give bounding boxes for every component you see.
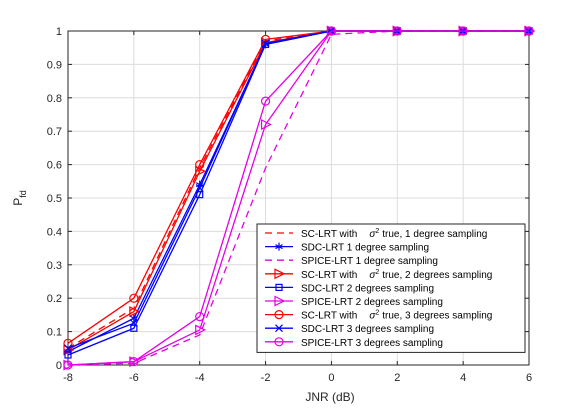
data-point xyxy=(130,324,138,332)
x-tick-label: 0 xyxy=(328,372,334,384)
data-point xyxy=(260,119,272,130)
legend-entry: SPICE-LRT 3 degrees sampling xyxy=(265,337,443,349)
y-tick-label: 0.6 xyxy=(47,160,62,172)
x-tick-label: 4 xyxy=(460,372,466,384)
series-line xyxy=(67,30,529,349)
series-3 xyxy=(67,30,529,366)
x-axis-label: JNR (dB) xyxy=(305,390,354,404)
tick-labels: -8 -6 -4 -2 0 2 4 6 0 0.1 0.2 0.3 0.4 0.5 0.6 0.7 0.8 0.9… xyxy=(47,26,532,384)
legend-label: SPICE-LRT 1 degree sampling xyxy=(301,256,438,267)
legend-marker xyxy=(274,310,284,320)
series-layer xyxy=(63,25,536,371)
svg-text:Pfd: Pfd xyxy=(11,190,28,206)
legend-label: SDC-LRT 1 degree sampling xyxy=(301,243,429,254)
y-tick-label: 0.1 xyxy=(47,327,62,339)
y-tick-label: 1 xyxy=(56,26,62,38)
legend-entry: SPICE-LRT 1 degree sampling xyxy=(265,256,438,267)
series-line xyxy=(67,30,529,366)
data-point xyxy=(260,37,272,49)
data-point xyxy=(129,293,139,303)
data-point xyxy=(195,311,205,322)
x-tick-label: -4 xyxy=(195,372,205,384)
data-point xyxy=(129,357,139,367)
legend-label: SDC-LRT 2 degrees sampling xyxy=(301,283,434,294)
data-point xyxy=(129,319,138,328)
legend-marker xyxy=(274,295,286,307)
legend-label: SPICE-LRT 3 degrees sampling xyxy=(301,338,443,349)
y-axis-label-main: P xyxy=(11,198,25,206)
legend-box xyxy=(256,223,526,353)
legend-label: SC-LRT with σ2 true, 1 degree sampling xyxy=(301,228,487,240)
legend-marker xyxy=(275,283,283,291)
x-tick-label: 6 xyxy=(526,372,532,384)
legend-entry: SPICE-LRT 2 degrees sampling xyxy=(265,295,443,308)
data-point xyxy=(64,344,72,353)
y-tick-label: 0.9 xyxy=(47,59,62,71)
legend-marker xyxy=(274,268,286,280)
series-1 xyxy=(67,30,529,349)
data-point xyxy=(63,360,73,370)
legend-marker xyxy=(275,242,283,251)
x-tick-label: -8 xyxy=(63,372,73,384)
y-tick-label: 0.2 xyxy=(47,293,62,305)
legend-entry: SDC-LRT 1 degree sampling xyxy=(265,242,429,254)
data-point xyxy=(260,96,271,106)
y-axis-label: Pfd xyxy=(11,190,28,206)
data-point xyxy=(63,338,73,348)
legend-entry: SC-LRT with σ2 true, 1 degree sampling xyxy=(265,228,487,240)
legend-label: SC-LRT with σ2 true, 2 degrees sampling xyxy=(301,269,492,281)
y-axis-label-subscript: fd xyxy=(18,190,28,198)
data-point xyxy=(458,26,468,36)
legend-entry: SDC-LRT 3 degrees sampling xyxy=(265,324,434,335)
legend-label: SC-LRT with σ2 true, 3 degrees sampling xyxy=(301,310,492,322)
data-point xyxy=(195,160,205,170)
legend-marker xyxy=(274,337,284,347)
data-point xyxy=(524,26,534,36)
y-tick-label: 0.8 xyxy=(47,93,62,105)
x-tick-label: -6 xyxy=(129,372,139,384)
series-9 xyxy=(63,26,534,370)
legend-label: SPICE-LRT 2 degrees sampling xyxy=(301,297,443,308)
legend: SC-LRT with σ2 true, 1 degree sampling SDC-… xyxy=(256,223,526,353)
y-tick-label: 0.4 xyxy=(47,226,62,238)
data-point xyxy=(195,324,207,336)
data-point xyxy=(195,184,204,192)
legend-entry: SC-LRT with σ2 true, 2 degrees sampling xyxy=(265,268,492,281)
y-tick-label: 0.3 xyxy=(47,260,62,272)
data-point xyxy=(129,306,141,318)
legend-marker xyxy=(275,324,283,333)
legend-entry: SDC-LRT 2 degrees sampling xyxy=(265,283,434,294)
legend-entry: SC-LRT with σ2 true, 3 degrees sampling xyxy=(265,310,492,322)
y-tick-label: 0.7 xyxy=(47,126,62,138)
series-line xyxy=(67,30,529,366)
x-tick-label: -2 xyxy=(261,372,271,384)
data-point xyxy=(261,39,270,48)
data-point xyxy=(326,26,337,36)
data-point xyxy=(64,351,72,359)
y-tick-label: 0 xyxy=(56,360,62,372)
y-tick-label: 0.5 xyxy=(47,193,62,205)
x-tick-label: 2 xyxy=(394,372,400,384)
legend-label: SDC-LRT 3 degrees sampling xyxy=(301,324,434,335)
data-point xyxy=(392,26,402,36)
